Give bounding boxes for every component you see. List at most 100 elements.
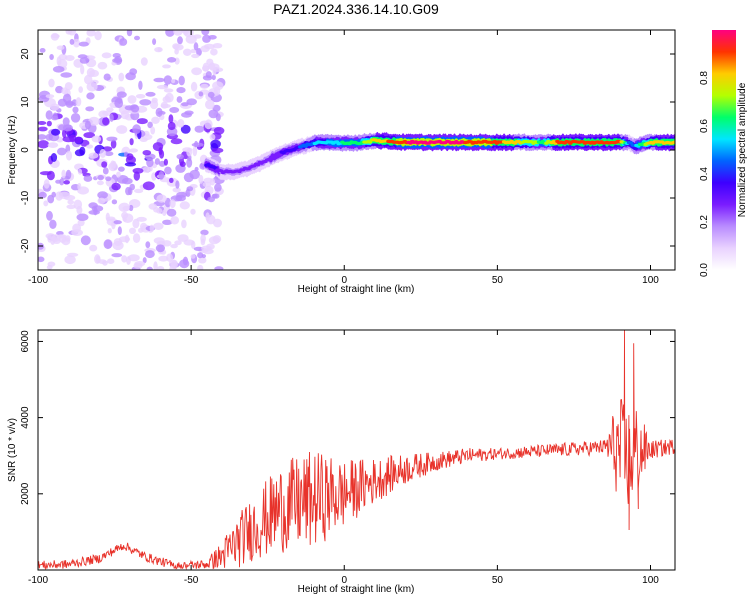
heatmap-cell — [162, 64, 171, 69]
heatmap-cell — [51, 234, 61, 242]
heatmap-cell — [107, 228, 112, 234]
heatmap-cell — [47, 234, 52, 243]
heatmap-cell — [145, 250, 155, 259]
heatmap-cell — [127, 95, 137, 104]
x-tick-label: -50 — [184, 275, 199, 286]
heatmap-cell — [61, 87, 69, 95]
heatmap-cell — [129, 227, 136, 234]
heatmap-cell — [170, 138, 183, 145]
heatmap-cell — [146, 158, 154, 168]
heatmap-cell — [180, 124, 191, 134]
heatmap-cell — [135, 94, 146, 99]
heatmap-cell — [151, 116, 160, 125]
heatmap-cell — [61, 169, 66, 179]
heatmap-cell — [85, 106, 95, 112]
heatmap-cell — [99, 148, 107, 158]
heatmap-cell — [156, 207, 163, 214]
heatmap-cell — [139, 137, 148, 142]
x-tick-label: 0 — [341, 575, 347, 586]
heatmap-cell — [110, 139, 117, 149]
x-tick-label: 50 — [492, 275, 504, 286]
heatmap-cell — [43, 179, 50, 189]
snr-series-line — [38, 330, 675, 570]
heatmap-cell — [49, 54, 54, 60]
heatmap-cell — [106, 107, 114, 112]
heatmap-cell — [183, 239, 195, 246]
heatmap-cell — [46, 210, 53, 221]
heatmap-cell — [182, 256, 189, 266]
heatmap-cell — [88, 152, 99, 159]
chart-title: PAZ1.2024.336.14.10.G09 — [273, 1, 439, 17]
heatmap-cell — [69, 38, 75, 45]
heatmap-cell — [83, 132, 95, 139]
heatmap-cell — [196, 48, 202, 56]
heatmap-cell — [45, 110, 53, 120]
colorbar: 0.0 0.2 0.4 0.6 0.8 Normalized spectral ampl… — [699, 30, 748, 277]
heatmap-cell — [209, 178, 216, 186]
heatmap-cell — [72, 223, 81, 233]
heatmap-cell — [50, 32, 60, 41]
heatmap-cell — [170, 244, 178, 249]
x-tick-label: 0 — [341, 275, 347, 286]
x-tick-label: -50 — [184, 575, 199, 586]
heatmap-cell — [119, 38, 128, 46]
heatmap-cell — [121, 177, 133, 185]
heatmap-cell — [78, 41, 89, 47]
heatmap-cell — [213, 126, 225, 135]
heatmap-cell — [70, 113, 81, 123]
heatmap-cell — [200, 45, 210, 53]
heatmap-cell — [139, 99, 152, 106]
heatmap-cell — [190, 208, 196, 215]
heatmap-cell — [153, 261, 158, 270]
heatmap-cell — [172, 187, 181, 193]
y-tick-label: 10 — [20, 96, 31, 108]
heatmap-cell — [65, 169, 72, 180]
heatmap-cell — [198, 257, 207, 264]
heatmap-cell — [111, 199, 118, 205]
heatmap-cell — [47, 142, 59, 149]
heatmap-cell — [51, 191, 56, 198]
heatmap-cell — [156, 84, 169, 90]
heatmap-cell — [193, 42, 199, 51]
heatmap-cell — [210, 48, 218, 56]
heatmap-cell — [55, 85, 64, 94]
heatmap-cell — [97, 61, 108, 70]
heatmap-cell — [149, 224, 154, 233]
heatmap-cell — [86, 30, 96, 37]
heatmap-cell — [58, 191, 71, 199]
heatmap-cell — [63, 180, 70, 185]
heatmap-cell — [136, 118, 148, 125]
heatmap-cell — [181, 219, 187, 229]
heatmap-cell — [169, 177, 174, 183]
heatmap-cell — [101, 52, 112, 59]
heatmap-cell — [154, 158, 160, 165]
heatmap-cell — [212, 43, 223, 49]
heatmap-cell — [212, 67, 217, 76]
heatmap-cell — [208, 109, 219, 119]
heatmap-cell — [176, 154, 184, 160]
heatmap-cell — [89, 244, 98, 252]
heatmap-cell — [38, 121, 47, 125]
heatmap-cell — [56, 45, 65, 51]
heatmap-cell — [181, 112, 192, 118]
heatmap-cell — [179, 201, 190, 210]
heatmap-cell — [50, 103, 60, 111]
heatmap-cell — [80, 235, 91, 246]
heatmap-cell — [182, 147, 193, 153]
heatmap-cell — [197, 264, 204, 270]
heatmap-cell — [142, 167, 150, 173]
heatmap-cell — [186, 186, 194, 192]
heatmap-cell — [118, 72, 125, 82]
snr-panel: -100 -50 0 50 100 2000 4000 6000 Height of stra… — [7, 329, 676, 595]
heatmap-cell — [150, 126, 156, 135]
heatmap-cell — [183, 48, 192, 56]
heatmap-cell — [147, 121, 153, 129]
heatmap-cell — [160, 101, 169, 109]
heatmap-cell — [169, 107, 180, 113]
heatmap-cell — [67, 30, 77, 36]
y-tick-label: 4000 — [20, 406, 31, 429]
heatmap-cell — [145, 91, 156, 97]
colorbar-ticks: 0.0 0.2 0.4 0.6 0.8 — [699, 71, 710, 277]
heatmap-cell — [46, 170, 55, 181]
